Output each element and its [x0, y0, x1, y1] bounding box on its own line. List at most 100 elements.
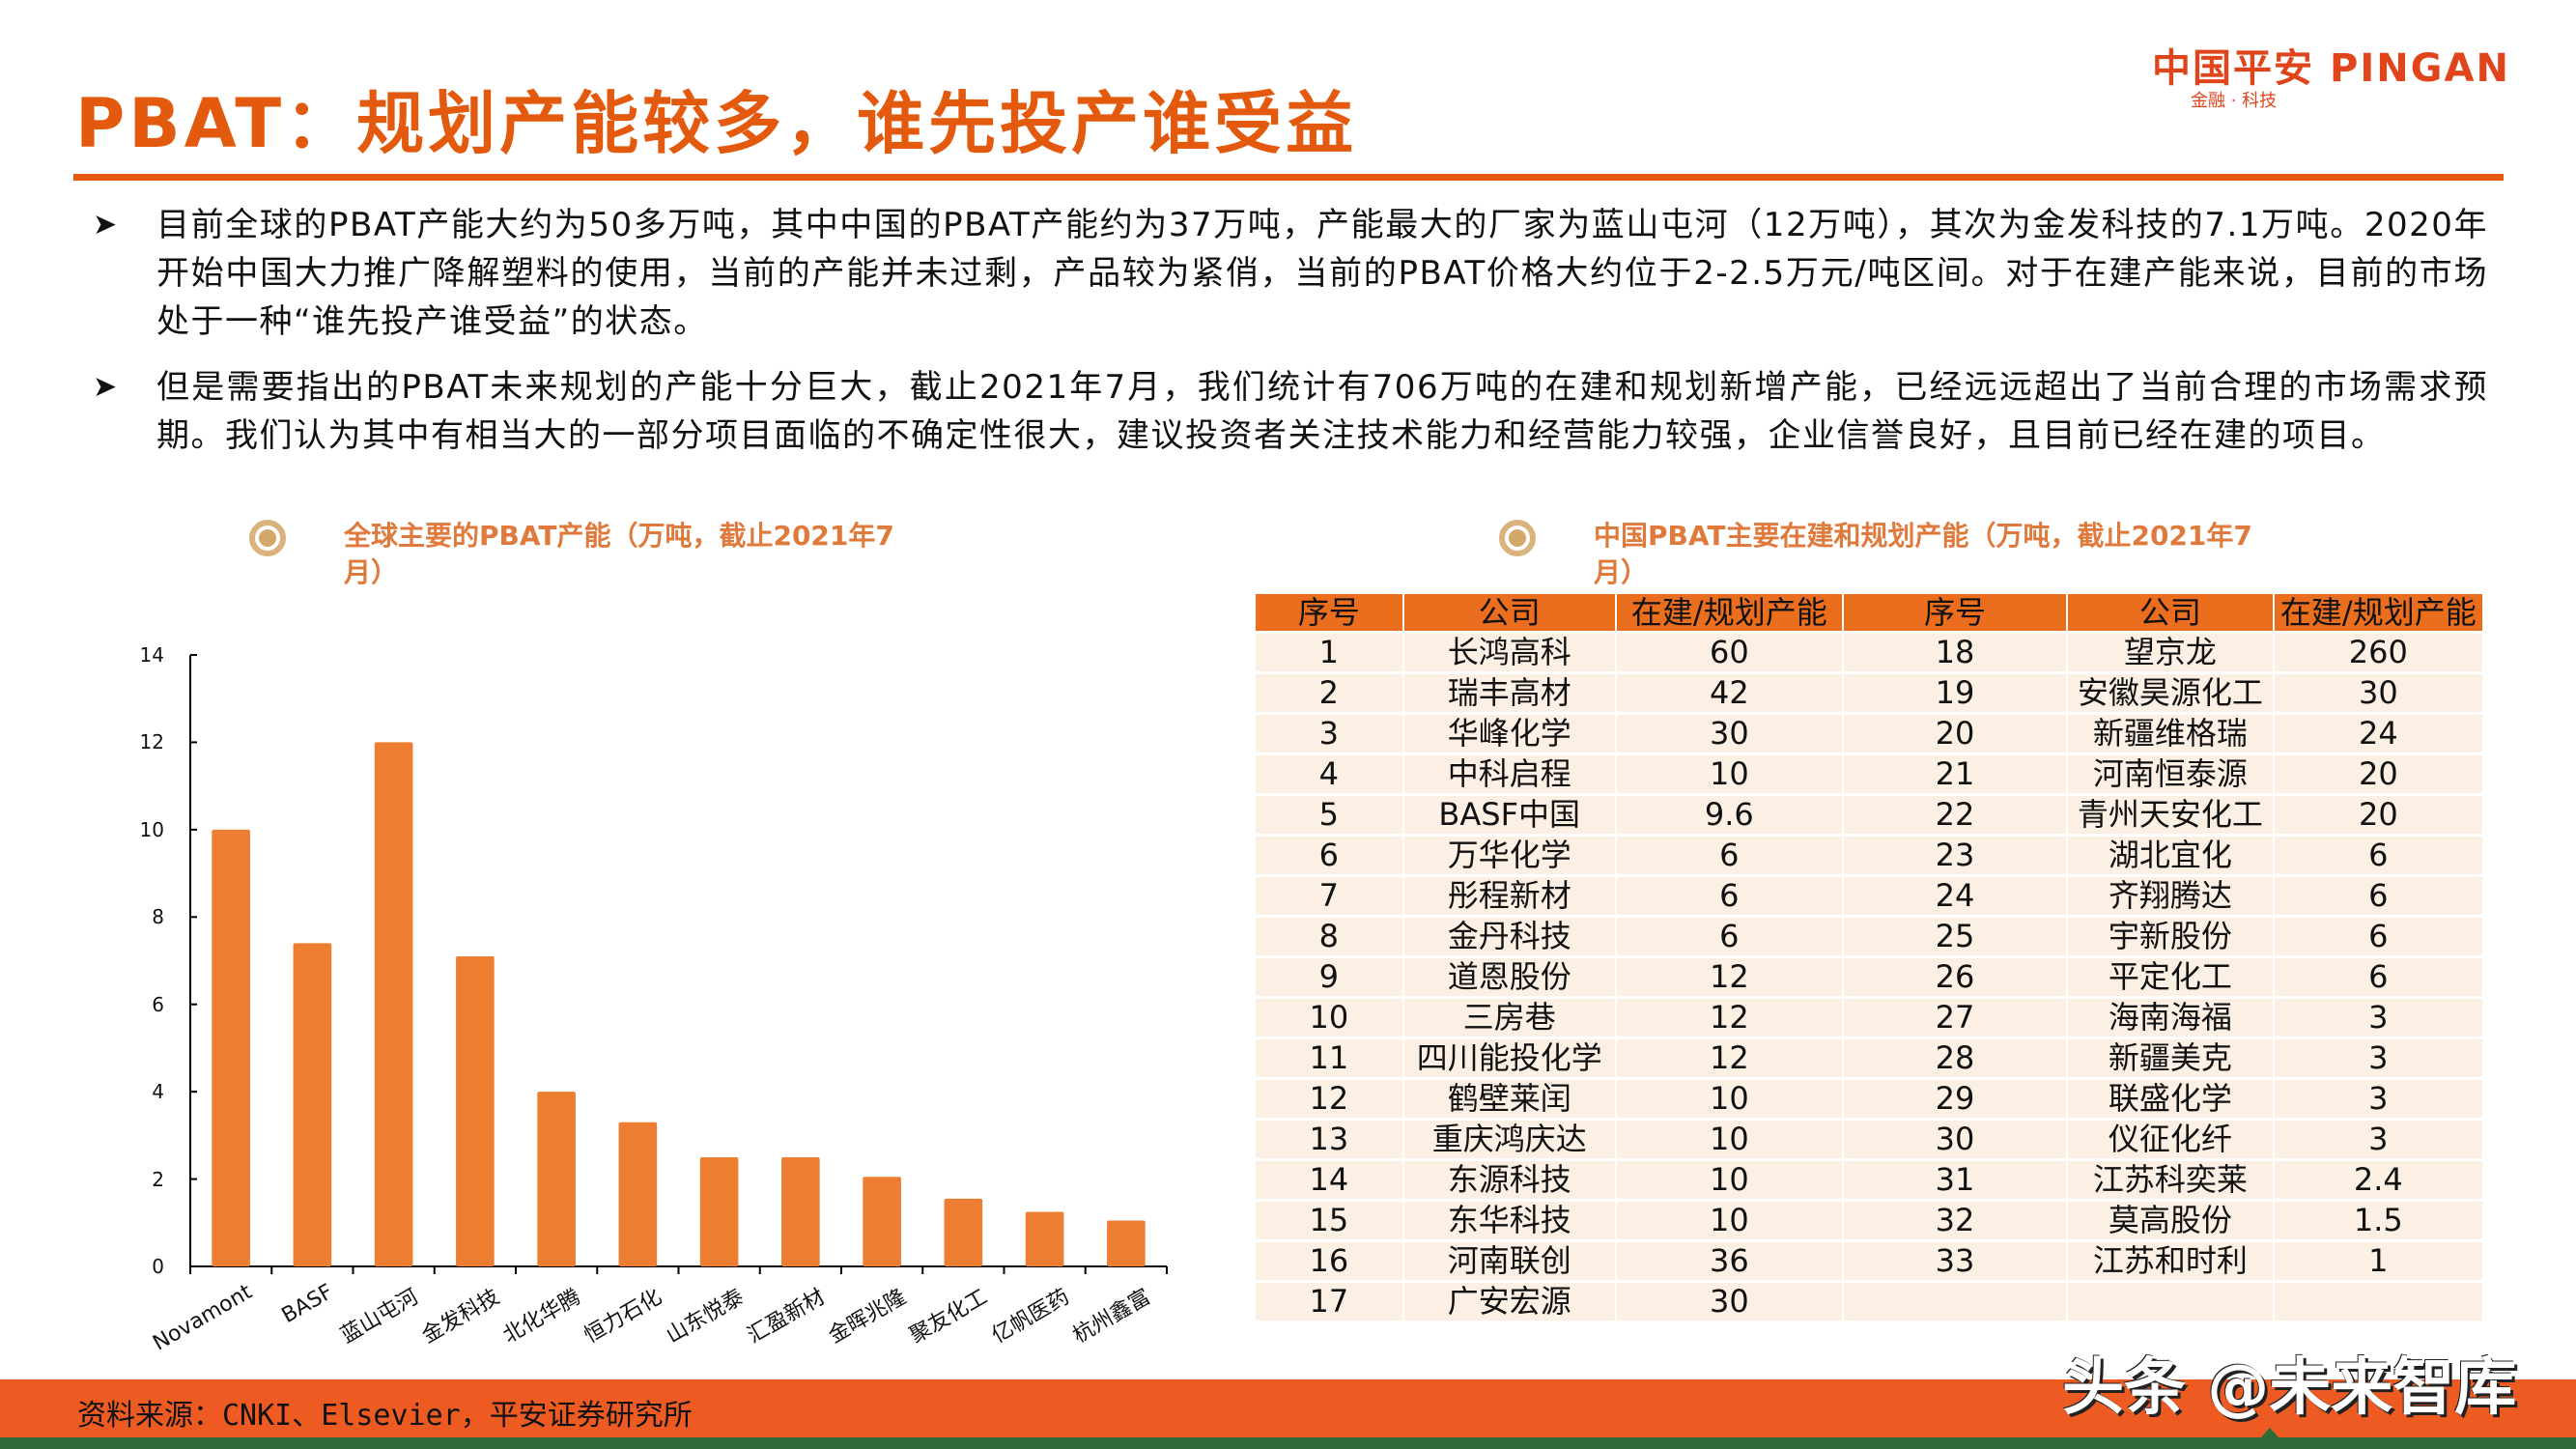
table-row: 4 中科启程 10 21 河南恒泰源 20: [1256, 755, 2482, 793]
table-body: 1 长鸿高科 60 18 望京龙 260 2 瑞丰高材 42 19 安徽昊源化工 30 3 华峰化学 30 2…: [1256, 634, 2482, 1321]
page-title: PBAT：规划产能较多，谁先投产谁受益: [75, 84, 1358, 163]
table-cell: 联盛化学: [2068, 1080, 2273, 1118]
bar: [212, 829, 250, 1266]
table-cell: 彤程新材: [1403, 877, 1615, 915]
table-cell: 江苏和时利: [2068, 1242, 2273, 1280]
table-cell: 5: [1256, 796, 1402, 834]
table-row: 17 广安宏源 30: [1256, 1283, 2482, 1321]
table-cell: 广安宏源: [1403, 1283, 1615, 1321]
table-cell: 30: [1616, 715, 1842, 753]
table-row: 2 瑞丰高材 42 19 安徽昊源化工 30: [1256, 674, 2482, 712]
table-cell: 海南海福: [2068, 999, 2273, 1037]
bar: [293, 943, 332, 1266]
table-cell: 12: [1616, 958, 1842, 996]
table-cell: 宇新股份: [2068, 918, 2273, 955]
table-row: 12 鹤壁莱闰 10 29 联盛化学 3: [1256, 1080, 2482, 1118]
pingan-logo: 中国平安 PINGAN 金融 · 科技: [2152, 37, 2510, 111]
table-cell: 新疆维格瑞: [2068, 715, 2273, 753]
table-cell: 重庆鸿庆达: [1403, 1121, 1615, 1158]
capacity-bar-chart: 0 2 4 6 8 10 12 14 Novamont BASF 蓝山屯河 金发科技 北化华腾 恒力石化山…: [116, 628, 1188, 1372]
table-cell: 11: [1256, 1039, 1402, 1077]
table-cell: 7: [1256, 877, 1402, 915]
table-cell: 3: [2274, 1080, 2482, 1118]
table-cell: 2: [1256, 674, 1402, 712]
table-row: 15 东华科技 10 32 莫高股份 1.5: [1256, 1202, 2482, 1239]
y-tick-label: 14: [139, 643, 164, 667]
table-cell: 河南恒泰源: [2068, 755, 2273, 793]
table-cell: 31: [1843, 1161, 2067, 1199]
table-cell: 东源科技: [1403, 1161, 1615, 1199]
table-header-cell: 序号: [1843, 594, 2067, 631]
table-header-cell: 在建/规划产能: [1616, 594, 1842, 631]
y-tick-label: 2: [152, 1167, 164, 1191]
footer-green-strip: [0, 1437, 2576, 1449]
table-cell: 望京龙: [2068, 634, 2273, 671]
source-note: 资料来源：CNKI、Elsevier，平安证券研究所: [77, 1399, 693, 1433]
table-row: 13 重庆鸿庆达 10 30 仪征化纤 3: [1256, 1121, 2482, 1158]
table-cell: 长鸿高科: [1403, 634, 1615, 671]
table-cell: 1: [2274, 1242, 2482, 1280]
table-title-line1: 中国PBAT主要在建和规划产能（万吨，截止2021年7: [1594, 520, 2252, 552]
table-cell: 18: [1843, 634, 2067, 671]
bar: [863, 1177, 901, 1266]
table-cell: 6: [1256, 837, 1402, 874]
table-cell: 瑞丰高材: [1403, 674, 1615, 712]
y-tick-label: 10: [139, 817, 164, 841]
chart-canvas: [189, 654, 1168, 1274]
chart-title: 全球主要的PBAT产能（万吨，截止2021年7 月）: [344, 518, 894, 591]
bullet-text: 但是需要指出的PBAT未来规划的产能十分巨大，截止2021年7月，我们统计有70…: [156, 368, 2488, 455]
table-row: 1 长鸿高科 60 18 望京龙 260: [1256, 634, 2482, 671]
table-cell: 32: [1843, 1202, 2067, 1239]
table-cell: 23: [1843, 837, 2067, 874]
table-cell: 30: [1616, 1283, 1842, 1321]
table-cell: 30: [1843, 1121, 2067, 1158]
table-cell: 42: [1616, 674, 1842, 712]
table-row: 14 东源科技 10 31 江苏科奕莱 2.4: [1256, 1161, 2482, 1199]
bar: [537, 1092, 576, 1266]
table-header-cell: 公司: [2068, 594, 2273, 631]
table-cell: 29: [1843, 1080, 2067, 1118]
table-cell: 江苏科奕莱: [2068, 1161, 2273, 1199]
table-row: 10 三房巷 12 27 海南海福 3: [1256, 999, 2482, 1037]
table-row: 7 彤程新材 6 24 齐翔腾达 6: [1256, 877, 2482, 915]
table-cell: 10: [1616, 1121, 1842, 1158]
table-cell: 8: [1256, 918, 1402, 955]
bullet-1: ➤ 目前全球的PBAT产能大约为50多万吨，其中中国的PBAT产能约为37万吨，…: [93, 201, 2488, 346]
table-title: 中国PBAT主要在建和规划产能（万吨，截止2021年7 月）: [1594, 518, 2252, 591]
bar: [699, 1156, 739, 1266]
table-header-cell: 公司: [1403, 594, 1615, 631]
table-cell: 60: [1616, 634, 1842, 671]
table-row: 6 万华化学 6 23 湖北宜化 6: [1256, 837, 2482, 874]
table-cell: 9: [1256, 958, 1402, 996]
table-cell: 22: [1843, 796, 2067, 834]
table-cell: 6: [1616, 918, 1842, 955]
table-cell: 24: [1843, 877, 2067, 915]
chart-title-line1: 全球主要的PBAT产能（万吨，截止2021年7: [344, 520, 894, 552]
table-cell: 莫高股份: [2068, 1202, 2273, 1239]
table-cell: 三房巷: [1403, 999, 1615, 1037]
table-cell: 万华化学: [1403, 837, 1615, 874]
bar: [1025, 1211, 1064, 1266]
target-circle-icon: [1499, 520, 1536, 556]
table-cell: 河南联创: [1403, 1242, 1615, 1280]
table-row: 9 道恩股份 12 26 平定化工 6: [1256, 958, 2482, 996]
y-tick-label: 0: [152, 1255, 164, 1278]
table-row: 16 河南联创 36 33 江苏和时利 1: [1256, 1242, 2482, 1280]
table-title-line2: 月）: [1594, 556, 1649, 588]
table-cell: 12: [1616, 999, 1842, 1037]
table-cell: [2274, 1283, 2482, 1321]
table-cell: 1: [1256, 634, 1402, 671]
table-cell: 4: [1256, 755, 1402, 793]
table-cell: 13: [1256, 1121, 1402, 1158]
table-cell: 6: [2274, 877, 2482, 915]
table-cell: 10: [1616, 1080, 1842, 1118]
table-cell: 20: [1843, 715, 2067, 753]
y-tick-label: 12: [139, 730, 164, 754]
table-row: 3 华峰化学 30 20 新疆维格瑞 24: [1256, 715, 2482, 753]
table-cell: 12: [1616, 1039, 1842, 1077]
table-cell: 26: [1843, 958, 2067, 996]
table-cell: 15: [1256, 1202, 1402, 1239]
table-cell: 10: [1256, 999, 1402, 1037]
table-cell: 1.5: [2274, 1202, 2482, 1239]
logo-cn-text: 中国平安: [2152, 46, 2314, 91]
